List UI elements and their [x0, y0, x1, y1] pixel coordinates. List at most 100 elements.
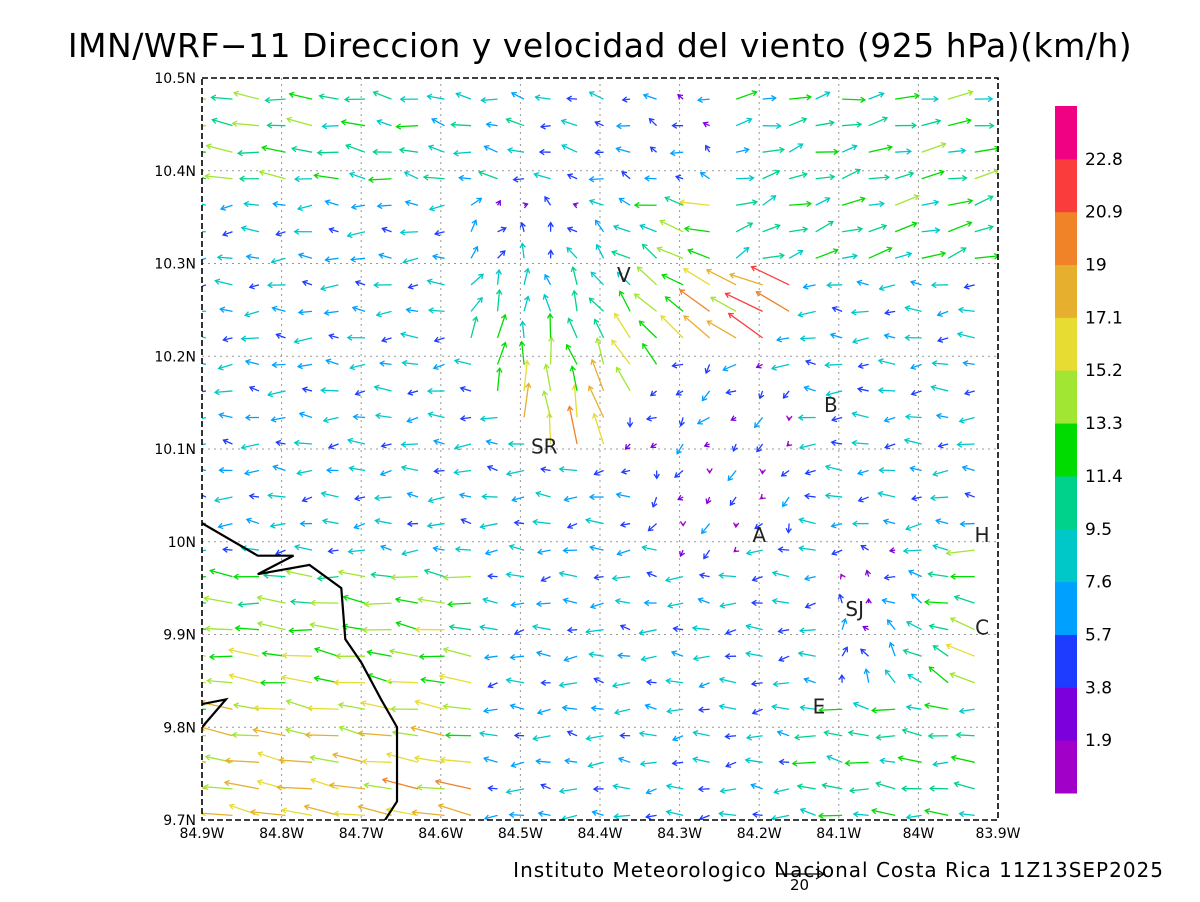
wind-vector — [253, 728, 285, 736]
wind-vector — [947, 550, 975, 555]
wind-vector — [441, 757, 471, 762]
colorbar-label: 20.9 — [1085, 203, 1123, 223]
wind-vector — [643, 344, 657, 364]
wind-vector — [218, 255, 233, 260]
wind-vector — [536, 95, 551, 100]
wind-vector — [842, 227, 862, 232]
wind-vector — [481, 524, 498, 529]
wind-vector — [481, 97, 497, 102]
wind-vector — [435, 230, 444, 235]
wind-vector — [662, 274, 683, 285]
wind-vector — [799, 546, 815, 551]
wind-vector — [589, 762, 604, 767]
wind-vector — [951, 618, 975, 630]
wind-vector — [672, 363, 683, 368]
wind-vector — [590, 545, 603, 550]
wind-vector — [885, 575, 895, 580]
colorbar-segment — [1055, 529, 1077, 582]
wind-vector — [432, 119, 444, 126]
wind-vector — [435, 337, 445, 342]
wind-vector — [571, 267, 577, 285]
wind-vector — [858, 387, 869, 392]
wind-vector — [774, 681, 790, 686]
wind-vector — [937, 413, 948, 418]
wind-vector — [268, 493, 285, 498]
wind-vector — [234, 574, 259, 579]
wind-vector — [789, 118, 806, 126]
wind-vector — [510, 812, 524, 817]
wind-vector — [471, 220, 477, 231]
wind-vector — [824, 731, 842, 736]
wind-vector — [485, 146, 498, 153]
wind-vector — [268, 282, 285, 287]
wind-vector — [622, 172, 630, 179]
y-tick-label: 10.1N — [154, 442, 196, 458]
wind-vector — [506, 118, 524, 126]
wind-vector — [565, 759, 577, 764]
wind-vectors — [172, 90, 999, 820]
wind-vector — [545, 197, 551, 205]
wind-vector — [685, 226, 710, 231]
wind-vector — [885, 417, 896, 422]
wind-vector — [763, 196, 776, 205]
wind-vector — [639, 321, 656, 338]
wind-vector — [364, 783, 391, 789]
wind-vector — [195, 258, 206, 263]
wind-vector — [646, 814, 656, 819]
wind-vector — [701, 173, 710, 179]
wind-vector — [702, 524, 710, 534]
wind-vector — [647, 416, 657, 421]
wind-vector — [484, 708, 497, 713]
wind-vector — [375, 495, 391, 500]
wind-vector — [310, 623, 338, 630]
wind-vector — [560, 571, 577, 576]
wind-vector — [822, 783, 842, 789]
wind-vector — [925, 809, 948, 816]
wind-vector — [965, 493, 974, 498]
wind-vector — [857, 280, 868, 285]
wind-vector — [446, 733, 471, 738]
wind-vector — [645, 600, 657, 605]
wind-vector — [377, 120, 391, 126]
wind-vector — [206, 626, 233, 631]
wind-vector — [705, 364, 710, 373]
wind-vector — [289, 628, 312, 633]
wind-vector — [684, 269, 710, 285]
wind-vector — [861, 649, 869, 656]
wind-vector — [725, 734, 736, 739]
wind-vector — [327, 468, 338, 473]
wind-vector — [975, 254, 999, 259]
wind-vector — [763, 123, 781, 128]
wind-vector — [219, 523, 233, 528]
wind-vector — [323, 124, 339, 129]
wind-vector — [621, 522, 630, 527]
wind-vector — [459, 175, 471, 180]
wind-vector — [704, 122, 710, 127]
wind-vector — [565, 496, 578, 501]
wind-vector — [933, 646, 948, 656]
wind-vector — [471, 274, 483, 285]
wind-vector — [287, 117, 312, 125]
wind-vector — [396, 597, 418, 603]
wind-vector — [833, 307, 842, 312]
wind-vector — [880, 468, 896, 473]
wind-vector — [496, 270, 501, 285]
wind-vector — [572, 291, 577, 311]
wind-vector — [511, 655, 524, 660]
wind-vector — [223, 336, 232, 341]
wind-vector — [425, 569, 445, 577]
wind-vector — [308, 706, 339, 711]
wind-vector — [374, 91, 392, 99]
colorbar-segment — [1055, 476, 1077, 529]
wind-vector — [759, 391, 764, 398]
wind-vector — [541, 577, 550, 582]
wind-vector — [816, 221, 833, 231]
wind-vector — [621, 733, 631, 738]
x-tick-label: 84.5W — [498, 826, 543, 842]
wind-vector — [933, 361, 949, 366]
wind-vector — [958, 332, 975, 338]
wind-vector — [922, 251, 945, 258]
wind-vector — [613, 575, 630, 580]
wind-vector — [849, 730, 869, 735]
